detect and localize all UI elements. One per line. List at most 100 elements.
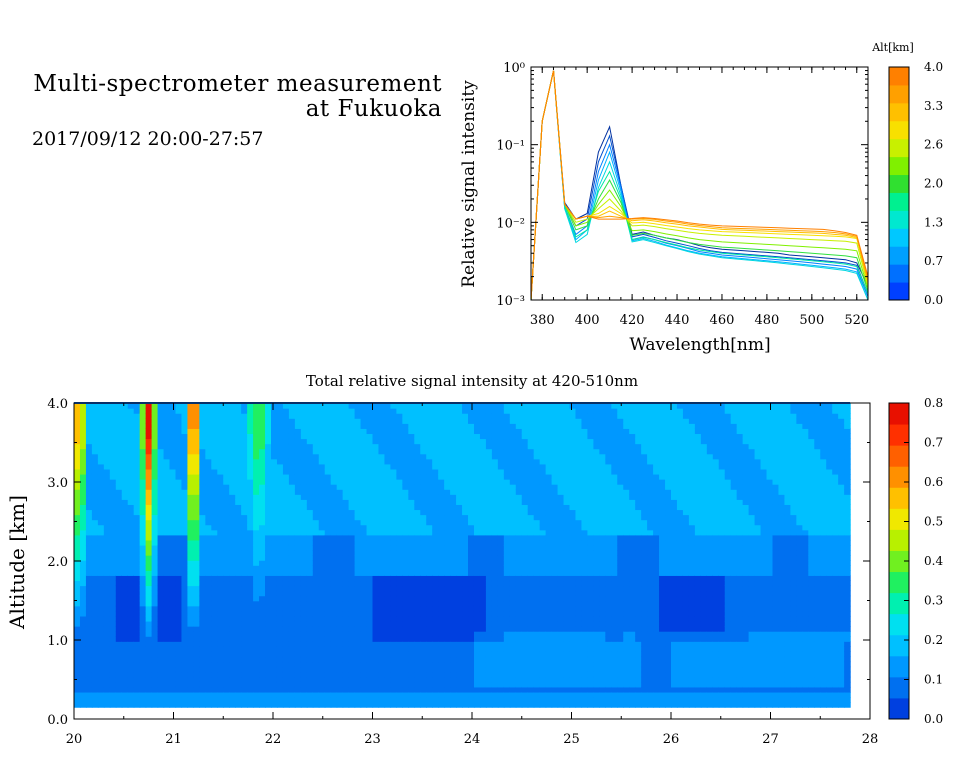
heatmap-cell [527,636,535,642]
heatmap-cell [294,433,302,440]
heatmap-cell [163,418,171,424]
heatmap-cell [414,615,421,622]
heatmap-cell [163,514,171,521]
heatmap-cell [473,514,481,521]
heatmap-cell [396,514,403,521]
heatmap-cell [318,494,326,500]
heatmap-cell [378,539,386,546]
heatmap-cell [348,514,356,521]
heatmap-cell [193,626,200,632]
heatmap-cell [282,499,290,505]
heatmap-cell [271,600,278,607]
heatmap-cell [157,539,165,546]
heatmap-cell [181,656,189,663]
heatmap-cell [115,676,123,683]
heatmap-cell [318,600,326,607]
heatmap-cell [324,697,332,703]
heatmap-cell [91,529,99,536]
heatmap-cell [360,509,368,516]
heatmap-cell [253,691,260,698]
heatmap-cell [521,504,529,511]
heatmap-cell [491,484,499,490]
heatmap-cell [456,519,463,526]
heatmap-cell [169,550,177,556]
heatmap-cell [318,661,326,668]
heatmap-cell [193,620,200,627]
heatmap-cell [151,448,159,455]
heatmap-cell [372,702,380,708]
heatmap-cell [74,555,81,561]
heatmap-cell [426,615,433,622]
heatmap-cell [402,570,409,576]
heatmap-cell [444,671,451,678]
heatmap-cell [396,560,403,566]
heatmap-cell [175,484,183,490]
heatmap-cell [348,479,356,485]
heatmap-cell [438,697,445,703]
heatmap-cell [414,661,421,668]
heatmap-cell [545,580,553,587]
heatmap-cell [479,494,487,500]
heatmap-cell [151,534,159,541]
heatmap-cell [300,595,308,602]
heatmap-cell [473,671,481,678]
heatmap-cell [294,418,302,424]
heatmap-cell [414,473,421,480]
heatmap-cell [294,646,302,652]
heatmap-cell [533,448,541,455]
heatmap-title: Total relative signal intensity at 420-5… [306,372,638,390]
heatmap-cell [211,458,218,465]
heatmap-cell [163,656,171,663]
heatmap-cell [366,428,374,435]
heatmap-cell [509,458,517,465]
heatmap-cell [229,544,236,551]
heatmap-cell [330,499,338,505]
heatmap-cell [181,560,189,566]
heatmap-cell [97,453,105,460]
heatmap-cell [247,661,254,668]
heatmap-cell [175,443,183,450]
heatmap-cell [187,499,194,505]
heatmap-cell [545,458,553,465]
heatmap-cell [133,615,141,622]
heatmap-cell [497,702,505,708]
heatmap-cell [247,666,254,673]
heatmap-cell [485,418,493,424]
heatmap-cell [139,626,147,632]
heatmap-cell [79,428,87,435]
heatmap-cell [479,656,487,663]
heatmap-cell [97,403,105,409]
heatmap-cell [444,646,451,652]
heatmap-cell [450,636,457,642]
heatmap-cell [384,550,392,556]
heatmap-cell [271,448,278,455]
heatmap-cell [199,468,206,475]
heatmap-cell [497,610,505,617]
heatmap-cell [515,534,523,541]
heatmap-cell [485,529,493,536]
heatmap-cell [521,661,529,668]
heatmap-cell [450,615,457,622]
heatmap-cell [426,494,433,500]
heatmap-cell [133,514,141,521]
heatmap-cell [432,418,439,424]
heatmap-cell [300,504,308,511]
heatmap-cell [533,509,541,516]
heatmap-cell [312,671,320,678]
heatmap-cell [420,463,427,470]
heatmap-cell [473,641,481,647]
heatmap-cell [497,565,505,571]
heatmap-cell [426,595,433,602]
heatmap-cell [91,428,99,435]
heatmap-cell [103,428,111,435]
heatmap-cell [139,595,147,602]
heatmap-cell [408,468,415,475]
heatmap-cell [438,428,445,435]
heatmap-cell [157,489,165,495]
heatmap-cell [354,565,362,571]
heatmap-cell [193,534,200,541]
heatmap-cell [223,585,230,592]
heatmap-cell [229,463,236,470]
heatmap-cell [223,560,230,566]
heatmap-cell [527,651,535,658]
